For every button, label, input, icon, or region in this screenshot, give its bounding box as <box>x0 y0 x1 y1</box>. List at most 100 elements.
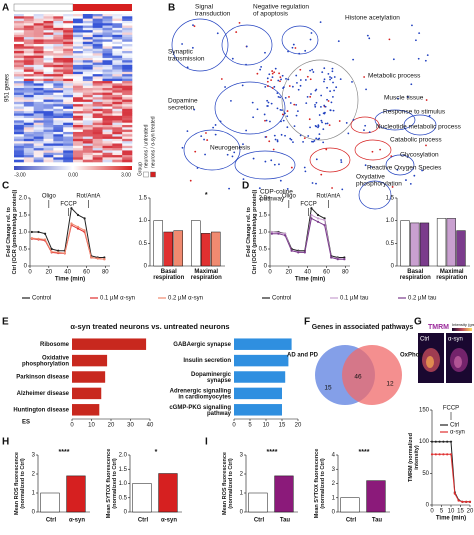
data-point <box>468 500 472 503</box>
network-node <box>417 57 420 60</box>
cell-signal <box>426 356 434 368</box>
heatmap-cell <box>122 74 133 77</box>
network-node <box>220 78 223 80</box>
heatmap-cell <box>53 46 64 49</box>
heatmap-cell <box>43 120 54 123</box>
heatmap-cell <box>102 138 113 142</box>
network-node <box>331 187 333 189</box>
heatmap-cell <box>73 27 84 31</box>
heatmap-cell <box>23 113 34 117</box>
network-node <box>392 58 395 61</box>
network-node <box>364 124 367 127</box>
network-node <box>322 141 325 144</box>
heatmap-cell <box>112 55 123 59</box>
heatmap-cell <box>14 46 25 49</box>
heatmap-cell <box>82 145 93 149</box>
heatmap-cell <box>82 46 93 49</box>
heatmap-cell <box>92 145 103 149</box>
heatmap-cell <box>23 60 34 63</box>
heatmap-cell <box>122 129 133 133</box>
panel-label: H <box>2 437 9 448</box>
network-node <box>284 112 286 115</box>
heatmap-cell <box>53 85 64 89</box>
heatmap-cell <box>14 118 25 121</box>
heatmap-cell <box>23 76 34 80</box>
network-node <box>410 83 413 86</box>
network-node <box>266 80 269 83</box>
heatmap-cell <box>73 76 84 80</box>
bar <box>234 387 282 400</box>
network-node <box>424 59 427 62</box>
heatmap-cell <box>33 94 44 98</box>
heatmap-cell <box>53 83 64 86</box>
heatmap-cell <box>33 155 44 158</box>
annotation: FCCP <box>443 406 459 412</box>
network-node <box>421 169 424 172</box>
heatmap-cell <box>53 145 64 149</box>
data-point <box>434 453 437 456</box>
heatmap-cell <box>43 83 54 86</box>
heatmap-cell <box>122 136 133 140</box>
heatmap-cell <box>43 118 54 121</box>
network-node <box>299 79 302 81</box>
term-label: Oxydative phosphorylation <box>356 173 402 187</box>
bar <box>400 220 410 267</box>
heatmap-cell <box>23 131 34 135</box>
heatmap-cell <box>122 101 133 105</box>
heatmap-cell <box>73 55 84 59</box>
heatmap-cell <box>82 125 93 128</box>
heatmap-cell <box>112 94 123 98</box>
heatmap-cell <box>122 20 133 24</box>
heatmap-cell <box>63 115 74 119</box>
network-node <box>290 138 293 141</box>
heatmap-cell <box>63 92 74 96</box>
network-node <box>340 161 343 164</box>
term-label: Metabolic process <box>368 73 421 80</box>
network-node <box>368 131 371 134</box>
heatmap-cell <box>122 53 133 56</box>
bar <box>234 354 289 367</box>
x-tick-label: Tau <box>280 518 291 524</box>
set-label: OxPhos <box>400 353 423 359</box>
heatmap-cell <box>33 55 44 59</box>
data-point <box>438 440 441 443</box>
data-point <box>270 232 273 235</box>
y-axis-label: Mean ROS fluorescence(normalized to Ctrl… <box>14 452 26 515</box>
heatmap-cell <box>14 141 25 144</box>
panel-label: A <box>2 3 9 14</box>
cluster-outline <box>385 154 415 176</box>
y-axis-label: Mean SYTOX fluorescence(normalized to Ct… <box>106 449 118 519</box>
heatmap-cell <box>92 14 103 17</box>
heatmap-cell <box>33 51 44 54</box>
image-title: TMRM <box>428 324 449 331</box>
network-node <box>296 110 299 113</box>
data-point <box>63 251 66 255</box>
heatmap-cell <box>73 53 84 56</box>
heatmap-cell <box>73 83 84 86</box>
cluster-outline <box>221 24 273 66</box>
heatmap-cell <box>43 37 54 40</box>
x-tick-label: Tau <box>372 518 383 524</box>
heatmap-cell <box>33 41 44 45</box>
heatmap-cell <box>92 138 103 142</box>
heatmap-cell <box>43 90 54 93</box>
heatmap-cell <box>43 76 54 80</box>
data-point <box>310 213 313 217</box>
network-node <box>230 99 232 102</box>
network-node <box>270 159 273 162</box>
heatmap-cell <box>92 27 103 31</box>
image-label: α-syn <box>448 337 463 343</box>
heatmap-cell <box>82 120 93 123</box>
bar <box>163 231 173 267</box>
heatmap-cell <box>23 48 34 52</box>
heatmap-cell <box>23 90 34 93</box>
heatmap-cell <box>92 152 103 156</box>
heatmap-cell <box>33 78 44 82</box>
network-node <box>305 102 308 105</box>
y-tick-label: 1 <box>240 491 244 497</box>
bar <box>132 483 152 513</box>
heatmap-cell <box>92 71 103 75</box>
data-point <box>30 237 33 240</box>
heatmap-cell <box>82 157 93 160</box>
network-node <box>289 137 292 140</box>
